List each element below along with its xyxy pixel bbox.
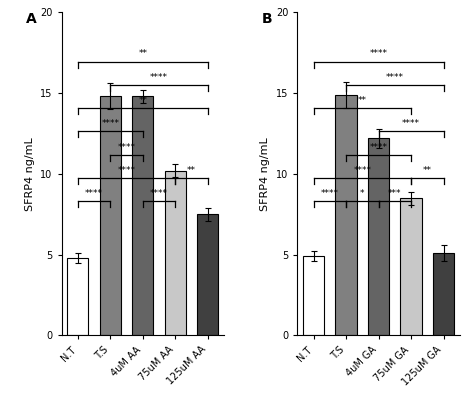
Bar — [132, 96, 154, 335]
Text: ****: **** — [402, 119, 420, 128]
Text: ****: **** — [101, 119, 119, 128]
Text: ****: **** — [370, 49, 388, 58]
Bar — [401, 198, 421, 335]
Bar — [336, 94, 356, 335]
Text: ****: **** — [150, 73, 168, 82]
Text: ****: **** — [353, 166, 371, 175]
Bar — [100, 96, 121, 335]
Text: **: ** — [138, 49, 147, 58]
Bar — [197, 214, 219, 335]
Bar — [368, 138, 389, 335]
Y-axis label: SFRP4 ng/mL: SFRP4 ng/mL — [260, 137, 270, 211]
Text: ***: *** — [388, 189, 401, 198]
Text: ****: **** — [85, 189, 103, 198]
Text: A: A — [26, 12, 36, 26]
Text: ****: **** — [118, 166, 136, 175]
Text: **: ** — [187, 166, 196, 175]
Text: ****: **** — [370, 142, 388, 151]
Bar — [67, 258, 89, 335]
Text: ****: **** — [321, 189, 339, 198]
Text: **: ** — [423, 166, 432, 175]
Text: B: B — [262, 12, 272, 26]
Text: ****: **** — [386, 73, 404, 82]
Bar — [165, 171, 186, 335]
Bar — [433, 253, 454, 335]
Text: ****: **** — [150, 189, 168, 198]
Text: **: ** — [138, 96, 147, 105]
Text: ****: **** — [118, 142, 136, 151]
Y-axis label: SFRP4 ng/mL: SFRP4 ng/mL — [25, 137, 35, 211]
Text: **: ** — [358, 96, 367, 105]
Text: *: * — [360, 189, 365, 198]
Bar — [303, 256, 324, 335]
